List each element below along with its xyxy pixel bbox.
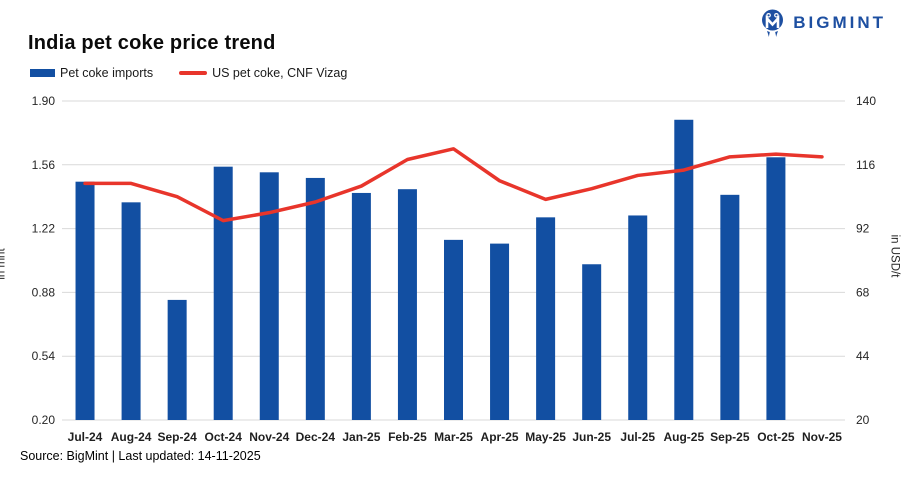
- x-tick-label: Aug-25: [663, 430, 704, 444]
- legend-line-label: US pet coke, CNF Vizag: [212, 66, 348, 80]
- x-tick-label: Aug-24: [111, 430, 152, 444]
- legend-line-swatch-icon: [179, 71, 208, 75]
- x-tick-label: Sep-25: [710, 430, 750, 444]
- left-axis-tick-label: 1.56: [32, 158, 56, 172]
- x-tick-label: Mar-25: [434, 430, 473, 444]
- right-axis-tick-label: 20: [856, 413, 870, 427]
- x-tick-label: Jun-25: [572, 430, 611, 444]
- bar-Aug-25: [674, 119, 694, 420]
- left-axis-tick-label: 0.88: [32, 285, 56, 299]
- bar-Jul-25: [628, 215, 648, 420]
- right-axis-tick-label: 68: [856, 285, 870, 299]
- bar-May-25: [536, 217, 556, 420]
- right-axis-tick-label: 92: [856, 222, 870, 236]
- bar-Aug-24: [121, 202, 141, 420]
- bar-Feb-25: [397, 189, 417, 420]
- bar-Dec-24: [305, 177, 325, 420]
- right-axis-tick-label: 116: [856, 158, 875, 172]
- x-tick-label: Dec-24: [296, 430, 336, 444]
- source-note: Source: BigMint | Last updated: 14-11-20…: [20, 449, 261, 463]
- x-tick-label: Oct-25: [757, 430, 795, 444]
- bar-Jun-25: [582, 264, 602, 420]
- bar-Oct-24: [213, 166, 233, 420]
- x-tick-label: Nov-25: [802, 430, 842, 444]
- chart-title: India pet coke price trend: [28, 32, 276, 54]
- x-tick-label: May-25: [525, 430, 566, 444]
- price-line: [83, 147, 824, 223]
- x-tick-label: Jan-25: [342, 430, 380, 444]
- left-axis-tick-label: 1.90: [32, 94, 56, 108]
- bar-Oct-25: [766, 157, 786, 420]
- bigmint-logo-text: BIGMINT: [793, 12, 886, 32]
- chart-legend: Pet coke imports US pet coke, CNF Vizag: [30, 66, 347, 80]
- left-axis-tick-label: 0.20: [32, 413, 56, 427]
- bar-Jan-25: [351, 192, 371, 420]
- x-tick-label: Nov-24: [249, 430, 289, 444]
- right-axis-tick-label: 140: [856, 94, 876, 108]
- plot-area: 1.90 140 1.56 116 1.22 92 0.88 68 0.54 44 0.20 20 Ju…: [32, 94, 877, 444]
- left-axis-tick-label: 1.22: [32, 222, 56, 236]
- bigmint-logo-icon: [762, 9, 784, 37]
- bar-Jul-24: [75, 181, 95, 420]
- bar-Mar-25: [444, 239, 463, 420]
- bar-Apr-25: [490, 243, 510, 420]
- legend-bar-swatch-icon: [30, 69, 55, 77]
- legend-bar-label: Pet coke imports: [60, 66, 154, 80]
- x-tick-label: Jul-24: [68, 430, 103, 444]
- x-tick-label: Feb-25: [388, 430, 427, 444]
- x-tick-label: Jul-25: [620, 430, 655, 444]
- x-tick-label: Apr-25: [481, 430, 519, 444]
- legend-item-imports: Pet coke imports: [30, 66, 153, 80]
- x-tick-label: Sep-24: [157, 430, 197, 444]
- x-tick-label: Oct-24: [205, 430, 243, 444]
- right-axis-tick-label: 44: [856, 349, 870, 363]
- bar-Nov-24: [259, 172, 279, 420]
- left-axis-tick-label: 0.54: [32, 349, 56, 363]
- legend-item-price: US pet coke, CNF Vizag: [179, 66, 347, 80]
- brand-logo: BIGMINT: [759, 7, 886, 38]
- bar-Sep-24: [167, 299, 187, 420]
- bar-Sep-25: [720, 194, 740, 420]
